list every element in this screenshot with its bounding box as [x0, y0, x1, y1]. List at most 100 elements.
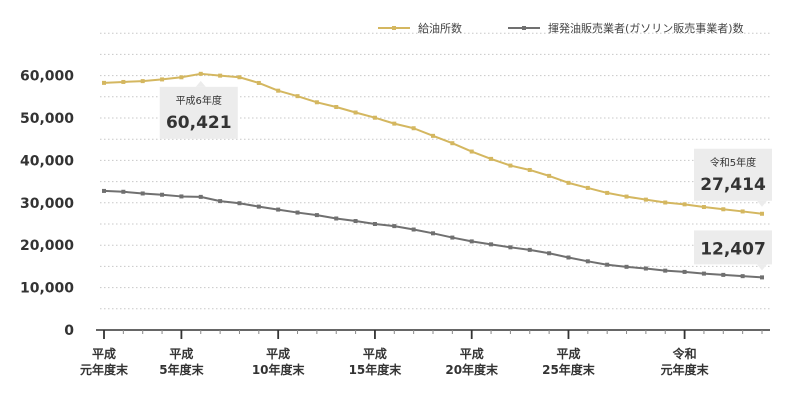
data-point	[411, 227, 416, 232]
y-tick-label: 10,000	[20, 281, 74, 297]
data-point	[179, 194, 184, 199]
data-point	[469, 239, 474, 244]
x-tick-label: 20年度末	[445, 362, 499, 377]
data-point	[508, 245, 513, 250]
callout-label: 平成6年度	[176, 94, 222, 107]
callout-pointer	[195, 80, 206, 87]
data-point	[121, 189, 126, 194]
legend-swatch-marker	[392, 26, 396, 30]
data-point	[102, 188, 106, 193]
data-point	[160, 77, 165, 82]
data-point	[489, 156, 494, 161]
data-point	[256, 204, 261, 209]
data-point	[663, 200, 668, 205]
data-point	[411, 126, 416, 131]
data-point	[314, 213, 319, 218]
y-tick-label: 20,000	[20, 238, 74, 254]
data-point	[140, 79, 145, 84]
data-point	[218, 73, 223, 78]
data-point	[547, 173, 552, 178]
x-tick-label: 平成	[363, 346, 387, 361]
data-point	[605, 262, 610, 267]
data-point	[334, 216, 339, 221]
data-point	[314, 100, 319, 105]
data-point	[295, 94, 300, 99]
x-tick-label: 平成	[460, 346, 484, 361]
data-point	[585, 185, 590, 190]
data-point	[740, 209, 745, 214]
callout: 12,407	[694, 230, 772, 271]
data-point	[721, 272, 726, 277]
callout-pointer	[757, 264, 767, 271]
data-point	[392, 224, 397, 229]
data-point	[353, 219, 358, 224]
data-point	[353, 110, 358, 115]
callouts: 平成6年度 60,421 令和5年度 27,414 12,407	[159, 80, 772, 271]
data-point	[547, 251, 552, 256]
data-point	[198, 71, 203, 76]
data-point	[508, 163, 513, 168]
y-tick-label: 40,000	[20, 153, 74, 169]
callout: 令和5年度 27,414	[694, 148, 772, 207]
data-point	[218, 199, 223, 204]
x-tick-label: 元年度末	[661, 362, 710, 377]
x-tick-label: 15年度末	[349, 362, 403, 377]
x-tick-label: 令和	[672, 346, 697, 361]
data-point	[237, 201, 242, 206]
data-point	[276, 207, 281, 212]
y-tick-label: 30,000	[20, 196, 74, 212]
data-point	[160, 192, 165, 197]
data-point	[566, 255, 571, 260]
data-point	[624, 194, 629, 199]
data-point	[682, 202, 687, 207]
axes: 0 10,000 20,000 30,000 40,000 50,000 60,000 平成元…	[20, 69, 770, 377]
data-point	[663, 268, 668, 273]
data-point	[121, 79, 126, 84]
data-point	[431, 133, 435, 138]
y-tick-label: 60,000	[20, 69, 74, 85]
data-point	[334, 105, 339, 110]
y-tick-label: 50,000	[20, 111, 74, 127]
data-point	[527, 167, 532, 172]
y-tick-label: 0	[64, 323, 74, 339]
data-point	[740, 274, 745, 279]
callout: 平成6年度 60,421	[159, 80, 238, 139]
callout-box	[694, 230, 772, 265]
legend: 給油所数 揮発油販売業者(ガソリン販売事業者)数	[378, 21, 744, 35]
legend-label: 給油所数	[418, 21, 462, 35]
legend-item: 給油所数	[378, 21, 462, 35]
legend-swatch-marker	[522, 26, 526, 30]
data-point	[489, 242, 494, 247]
data-point	[701, 271, 706, 276]
data-point	[179, 75, 184, 80]
data-point	[450, 141, 455, 146]
data-point	[624, 264, 629, 269]
data-point	[585, 259, 590, 264]
callout-label: 令和5年度	[710, 156, 756, 169]
data-point	[527, 247, 532, 252]
data-point	[721, 207, 726, 212]
data-point	[295, 210, 300, 215]
x-tick-label: 10年度末	[252, 362, 306, 377]
data-point	[276, 88, 281, 93]
x-tick-label: 平成	[169, 346, 193, 361]
callout-pointer	[757, 200, 767, 207]
data-point	[566, 180, 571, 185]
data-point	[237, 75, 242, 80]
data-point	[392, 121, 397, 126]
callout-value: 60,421	[166, 113, 232, 133]
data-point	[450, 235, 455, 240]
data-point	[431, 231, 435, 236]
legend-item: 揮発油販売業者(ガソリン販売事業者)数	[508, 21, 744, 35]
callout-box	[694, 148, 772, 201]
data-point	[701, 205, 706, 210]
x-tick-label: 元年度末	[80, 362, 129, 377]
x-tick-label: 平成	[556, 346, 580, 361]
data-point	[643, 266, 648, 271]
callout-value: 27,414	[700, 175, 766, 195]
data-point	[605, 190, 610, 195]
data-point	[682, 269, 687, 274]
data-point	[469, 149, 474, 154]
x-tick-label: 平成	[266, 346, 290, 361]
